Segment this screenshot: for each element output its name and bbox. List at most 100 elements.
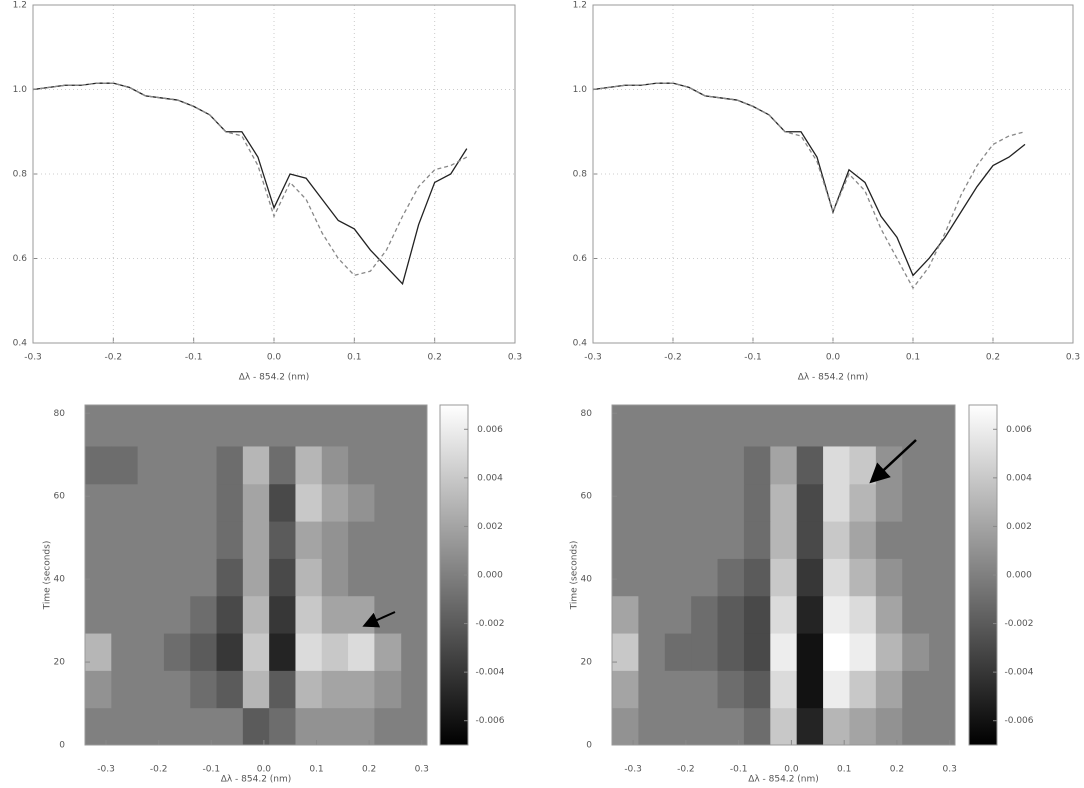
heatmap-cell [717, 670, 745, 709]
heatmap-cell [216, 670, 244, 709]
x-tick-label: -0.3 [584, 353, 602, 363]
x-tick-label: -0.2 [664, 353, 682, 363]
x-tick-label: -0.1 [744, 353, 762, 363]
heatmap-cell [374, 558, 402, 597]
heatmap-cell [743, 670, 771, 709]
heatmap-cell [823, 670, 850, 709]
heatmap-cell [190, 670, 218, 709]
heatmap-cell [85, 521, 112, 559]
heatmap-cell [612, 633, 639, 671]
heatmap-cell [374, 707, 402, 746]
heatmap-cell [111, 521, 139, 559]
colorbar-tick-label: -0.002 [475, 619, 504, 629]
heatmap-cell [770, 446, 798, 485]
heatmap-cell [242, 558, 270, 597]
heatmap-cell [717, 446, 745, 485]
colorbar-tick-label: -0.004 [1004, 668, 1033, 678]
x-tick-label: 0.1 [906, 353, 920, 363]
profile-line [592, 82, 1026, 277]
x-tick-label: -0.2 [677, 765, 695, 775]
colorbar [439, 404, 469, 746]
heatmap-cell [348, 670, 375, 709]
colorbar-tick-label: -0.006 [1004, 716, 1033, 726]
heatmap-cell [269, 521, 296, 559]
y-tick-label: 0.6 [573, 254, 588, 264]
heatmap-cell [849, 595, 877, 634]
heatmap-cell [849, 558, 877, 597]
heatmap-cell [269, 633, 296, 671]
colorbar-tick-label: -0.006 [475, 716, 504, 726]
heatmap-cell [664, 670, 692, 709]
x-axis-label: Δλ - 854.2 (nm) [748, 775, 819, 785]
heatmap-cell [111, 483, 139, 522]
x-tick-label: -0.3 [97, 765, 115, 775]
heatmap-cell [190, 446, 218, 485]
heatmap-cell [664, 707, 692, 746]
heatmap-cell [664, 483, 692, 522]
heatmap-cell [216, 595, 244, 634]
heatmap-cell [85, 483, 112, 522]
heatmap-cell [770, 483, 798, 522]
heatmap-cell [269, 670, 296, 709]
heatmap-cell [321, 633, 349, 671]
heatmap-cell [875, 633, 903, 671]
heatmap-cell [216, 558, 244, 597]
x-tick-label: 0.2 [362, 765, 376, 775]
heatmap-cell [295, 633, 323, 671]
heatmap-cell [823, 633, 850, 671]
heatmap-cell [691, 446, 719, 485]
heatmap-cell [691, 595, 719, 634]
y-axis-label: Time (seconds) [43, 541, 53, 611]
heatmap-cell [691, 707, 719, 746]
colorbar-tick-label: 0.002 [477, 522, 503, 532]
heatmap-cell [163, 446, 191, 485]
heatmap-cell [295, 707, 323, 746]
heatmap-cell [612, 670, 639, 709]
heatmap-cell [137, 670, 165, 709]
x-axis-label: Δλ - 854.2 (nm) [221, 775, 292, 785]
y-tick-label: 20 [54, 658, 66, 668]
y-tick-label: 1.0 [573, 85, 588, 95]
heatmap-cell [612, 595, 639, 634]
heatmap-cell [295, 521, 323, 559]
heatmap-cell [269, 707, 296, 746]
x-tick-label: -0.3 [24, 353, 42, 363]
heatmap-cell [638, 707, 666, 746]
heatmap-cell [743, 446, 771, 485]
heatmap-cell [216, 707, 244, 746]
heatmap-cell [137, 633, 165, 671]
heatmap-cell [111, 707, 139, 746]
heatmap-cell [374, 633, 402, 671]
heatmap-cell [374, 483, 402, 522]
x-tick-label: 0.1 [837, 765, 851, 775]
heatmap-cell [823, 707, 850, 746]
heatmap-cell [638, 558, 666, 597]
x-tick-label: 0.0 [826, 353, 841, 363]
heatmap-cell [295, 595, 323, 634]
x-tick-label: -0.1 [185, 353, 203, 363]
heatmap-cell [875, 707, 903, 746]
heatmap-cell [902, 633, 930, 671]
heatmap-cell [796, 521, 824, 559]
heatmap-cell [111, 595, 139, 634]
x-tick-label: -0.1 [202, 765, 220, 775]
heatmap-cell [111, 633, 139, 671]
heatmap-cell [823, 483, 850, 522]
heatmap-cell [295, 446, 323, 485]
heatmap-cell [875, 521, 903, 559]
heatmap-cell [190, 483, 218, 522]
heatmap-cell [612, 707, 639, 746]
heatmap-cell [85, 633, 112, 671]
y-tick-label: 0.4 [13, 339, 28, 349]
heatmap-cell [770, 521, 798, 559]
heatmap-cell [823, 521, 850, 559]
heatmap-cell [216, 446, 244, 485]
heatmap-cell [717, 633, 745, 671]
heatmap-cell [348, 521, 375, 559]
x-tick-label: 0.2 [890, 765, 904, 775]
heatmap-cell [348, 483, 375, 522]
heatmap-cell [137, 707, 165, 746]
x-tick-label: -0.2 [105, 353, 123, 363]
heatmap-cell [717, 707, 745, 746]
heatmap-cell [743, 521, 771, 559]
